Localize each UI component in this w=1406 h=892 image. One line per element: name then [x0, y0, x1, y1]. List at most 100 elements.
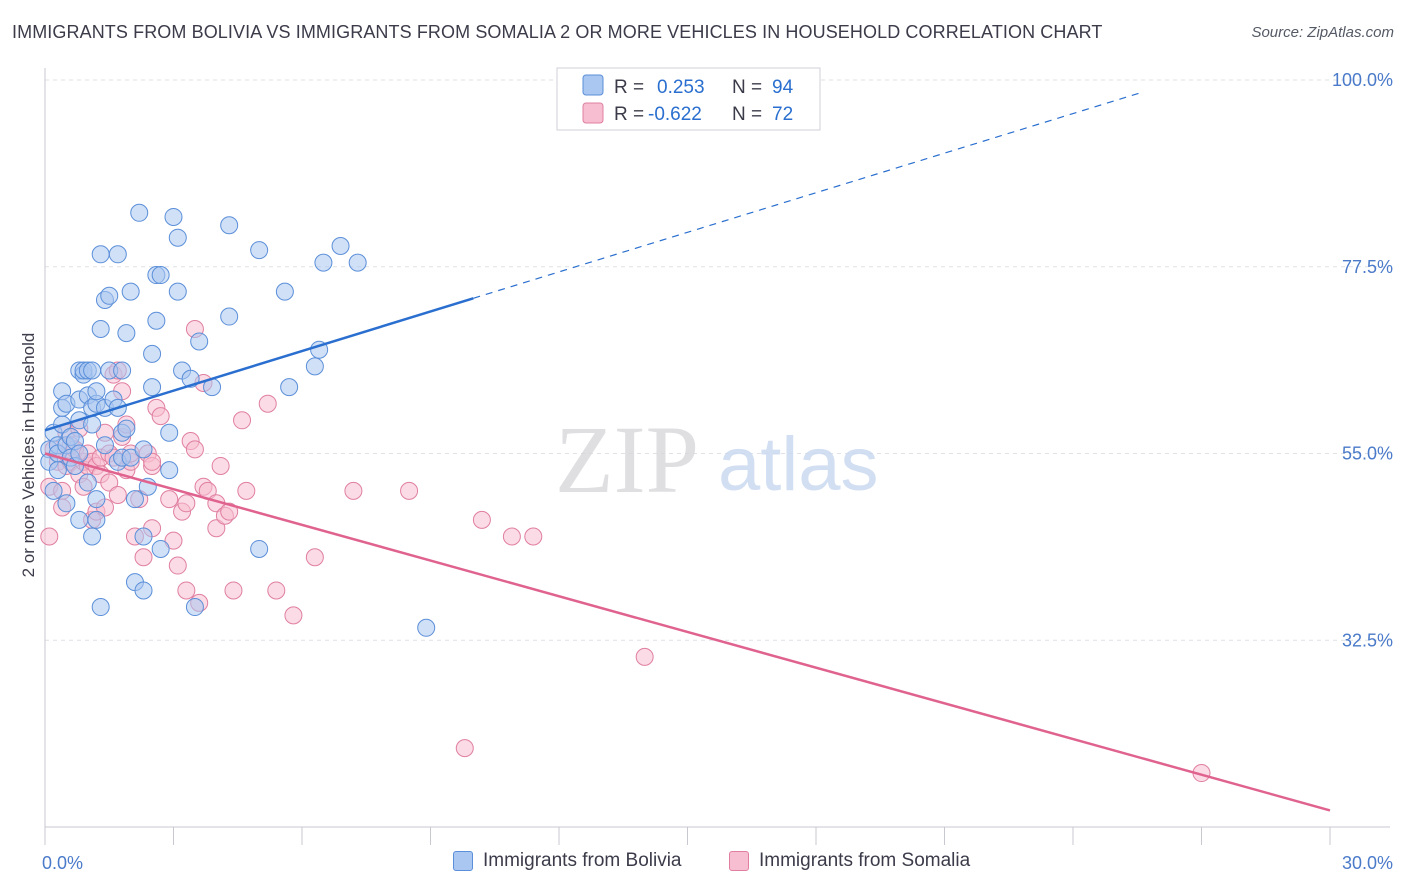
- bolivia-point: [417, 618, 436, 637]
- legend-swatch-somalia-bottom: [729, 851, 749, 871]
- bolivia-point: [78, 473, 97, 492]
- grid-lines: [45, 79, 1390, 641]
- somalia-point: [220, 502, 239, 521]
- bolivia-point: [44, 481, 63, 500]
- somalia-point: [524, 527, 543, 546]
- bolivia-point: [160, 461, 179, 480]
- somalia-point: [635, 647, 654, 666]
- legend-n-value-somalia: 72: [772, 104, 793, 125]
- somalia-point: [233, 411, 252, 430]
- y-tick-label: 32.5%: [1342, 630, 1393, 650]
- watermark-atlas: atlas: [718, 422, 879, 507]
- somalia-point: [168, 556, 187, 575]
- bolivia-point: [220, 307, 239, 326]
- somalia-point: [134, 548, 153, 567]
- somalia-point: [160, 490, 179, 509]
- somalia-point: [400, 481, 419, 500]
- bolivia-point: [348, 253, 367, 272]
- legend-n-value-bolivia: 94: [772, 77, 794, 98]
- bolivia-point: [91, 598, 110, 617]
- legend-swatch-bolivia: [582, 74, 604, 96]
- somalia-point: [108, 486, 127, 504]
- bolivia-point: [48, 461, 67, 480]
- bolivia-point: [87, 382, 106, 401]
- somalia-point: [211, 456, 230, 475]
- bolivia-point: [83, 361, 102, 380]
- somalia-point: [258, 394, 277, 413]
- bolivia-point: [117, 419, 136, 438]
- chart-title: IMMIGRANTS FROM BOLIVIA VS IMMIGRANTS FR…: [12, 22, 1103, 42]
- bolivia-point: [190, 332, 209, 351]
- somalia-point: [143, 452, 162, 471]
- source-credit: Source: ZipAtlas.com: [1251, 24, 1394, 41]
- legend-item-somalia: Immigrants from Somalia: [729, 850, 970, 872]
- bolivia-point: [168, 282, 187, 301]
- bolivia-point: [143, 344, 162, 363]
- somalia-point: [344, 481, 363, 500]
- watermark-zip: ZIP: [555, 406, 699, 513]
- bolivia-point: [143, 378, 162, 397]
- bolivia-point: [100, 286, 119, 305]
- bolivia-point: [91, 320, 110, 338]
- somalia-point: [177, 581, 196, 600]
- bolivia-point: [147, 311, 166, 330]
- bolivia-point: [275, 282, 294, 301]
- bolivia-point: [250, 539, 269, 558]
- bolivia-point: [220, 216, 239, 235]
- somalia-point: [472, 510, 491, 529]
- bolivia-point: [134, 440, 153, 459]
- bolivia-point: [57, 494, 76, 513]
- bolivia-point: [70, 444, 89, 463]
- y-tick-label: 100.0%: [1332, 70, 1393, 90]
- somalia-point: [100, 473, 119, 492]
- somalia-point: [284, 606, 303, 625]
- legend-r-label-bolivia: R =: [614, 77, 644, 98]
- legend-label-somalia: Immigrants from Somalia: [759, 850, 971, 871]
- trend-lines: [44, 91, 1331, 812]
- legend-r-value-bolivia: 0.253: [657, 77, 705, 98]
- bolivia-point: [250, 241, 269, 260]
- bolivia-point: [134, 581, 153, 600]
- somalia-point: [455, 739, 474, 758]
- somalia-point: [224, 581, 243, 600]
- somalia-point: [502, 527, 521, 546]
- bolivia-point: [87, 510, 106, 529]
- y-tick-label: 77.5%: [1342, 257, 1393, 277]
- somalia-point: [267, 581, 286, 600]
- legend-swatch-somalia: [582, 102, 604, 124]
- bolivia-point: [305, 357, 324, 376]
- somalia-trend-line: [44, 452, 1331, 812]
- bolivia-trend-line: [44, 297, 474, 432]
- bolivia-point: [108, 245, 127, 264]
- bolivia-point: [121, 282, 140, 301]
- x-tick-label: 0.0%: [42, 853, 83, 873]
- bolivia-point: [83, 527, 102, 546]
- legend-n-label-somalia: N =: [732, 104, 762, 125]
- bolivia-point: [185, 598, 204, 617]
- bolivia-point: [91, 245, 110, 264]
- bolivia-point: [160, 423, 179, 442]
- x-tick-label: 30.0%: [1342, 853, 1393, 873]
- bolivia-point: [125, 490, 144, 509]
- bolivia-point: [117, 324, 136, 343]
- bolivia-point: [280, 378, 299, 397]
- stats-legend: R = 0.253 N = 94 R = -0.622 N = 72: [556, 67, 821, 131]
- legend-r-label-somalia: R =: [614, 104, 644, 125]
- somalia-point: [207, 519, 226, 538]
- watermark: ZIP atlas: [555, 406, 879, 513]
- somalia-point: [40, 527, 59, 546]
- legend-swatch-bolivia-bottom: [453, 851, 473, 871]
- y-axis-label: 2 or more Vehicles in Household: [19, 333, 38, 578]
- bolivia-point: [151, 539, 170, 558]
- bolivia-point: [331, 237, 350, 255]
- somalia-point: [164, 531, 183, 550]
- tick-labels: 32.5% 55.0% 77.5% 100.0% 0.0% 30.0%: [42, 70, 1393, 873]
- bolivia-point: [164, 207, 183, 226]
- bolivia-point: [151, 266, 170, 285]
- bolivia-point: [121, 448, 140, 467]
- bolivia-point: [134, 527, 153, 546]
- somalia-point: [305, 548, 324, 567]
- bolivia-point: [314, 253, 333, 272]
- bolivia-point: [87, 490, 106, 509]
